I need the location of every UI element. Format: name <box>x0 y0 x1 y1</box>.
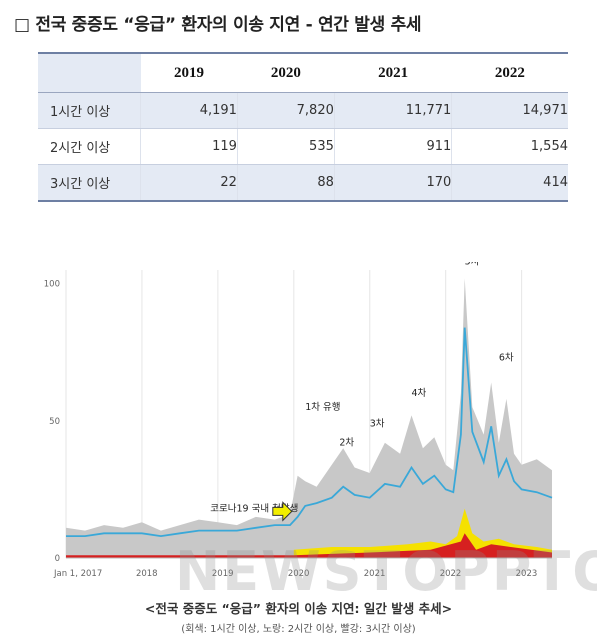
annual-stats-table: 2019 2020 2021 2022 1시간 이상 4,191 7,820 1… <box>38 52 568 202</box>
row-label: 1시간 이상 <box>38 92 141 129</box>
series-area-2h <box>293 508 552 558</box>
annotation-arrow <box>272 501 293 522</box>
table-cell: 7,820 <box>236 92 335 129</box>
x-tick-label: 2023 <box>516 569 538 579</box>
annotation-label: 6차 <box>499 352 514 364</box>
year-header: 2020 <box>237 52 335 93</box>
table-cell: 170 <box>333 164 452 202</box>
table-cell: 22 <box>140 164 238 202</box>
table-cell: 14,971 <box>451 92 568 129</box>
x-tick-label: 2019 <box>212 569 234 579</box>
annotation-label: 4차 <box>412 387 427 399</box>
chart-subtitle: (회색: 1시간 이상, 노랑: 2시간 이상, 빨강: 3시간 이상) <box>181 624 416 635</box>
chart-title: <전국 중증도 “응급” 환자의 이송 지연: 일간 발생 추세> <box>144 601 453 616</box>
x-tick-label: Jan 1, 2017 <box>53 569 102 579</box>
year-header: 2021 <box>334 52 452 93</box>
table-row: 1시간 이상 4,191 7,820 11,771 14,971 <box>38 92 568 129</box>
section-heading: □ 전국 중증도 “응급” 환자의 이송 지연 - 연간 발생 추세 <box>14 15 422 35</box>
table-corner <box>38 52 141 93</box>
table-cell: 11,771 <box>333 92 452 129</box>
table-header-row: 2019 2020 2021 2022 <box>38 52 568 93</box>
series-area-3h <box>66 533 552 558</box>
x-tick-label: 2020 <box>288 569 310 579</box>
x-tick-label: 2018 <box>136 569 158 579</box>
annotation-label: 1차 유행 <box>305 401 340 413</box>
table-row: 3시간 이상 22 88 170 414 <box>38 164 568 202</box>
y-tick-label: 0 <box>55 554 60 564</box>
x-tick-label: 2022 <box>440 569 462 579</box>
table-cell: 414 <box>451 164 568 202</box>
y-tick-label: 100 <box>44 280 60 290</box>
table-cell: 1,554 <box>451 128 568 165</box>
table-cell: 535 <box>236 128 335 165</box>
y-tick-label: 50 <box>49 417 60 427</box>
row-label: 3시간 이상 <box>38 164 141 202</box>
series-area-1h <box>66 278 552 558</box>
table-cell: 4,191 <box>140 92 238 129</box>
annotation-label: 코로나19 국내 첫발생 <box>210 503 298 514</box>
row-label: 2시간 이상 <box>38 128 141 165</box>
annotation-label: 5차 <box>465 262 480 268</box>
series-trend-line <box>66 327 553 538</box>
table-cell: 88 <box>236 164 335 202</box>
watermark: NEWSTOPPTO <box>175 540 597 603</box>
table-cell: 911 <box>333 128 452 165</box>
x-tick-label: 2021 <box>364 569 386 579</box>
year-header: 2022 <box>451 52 568 93</box>
annotation-label: 2차 <box>339 437 354 449</box>
year-header: 2019 <box>140 52 238 93</box>
annotation-label: 3차 <box>370 417 385 429</box>
table-cell: 119 <box>140 128 238 165</box>
table-row: 2시간 이상 119 535 911 1,554 <box>38 128 568 165</box>
